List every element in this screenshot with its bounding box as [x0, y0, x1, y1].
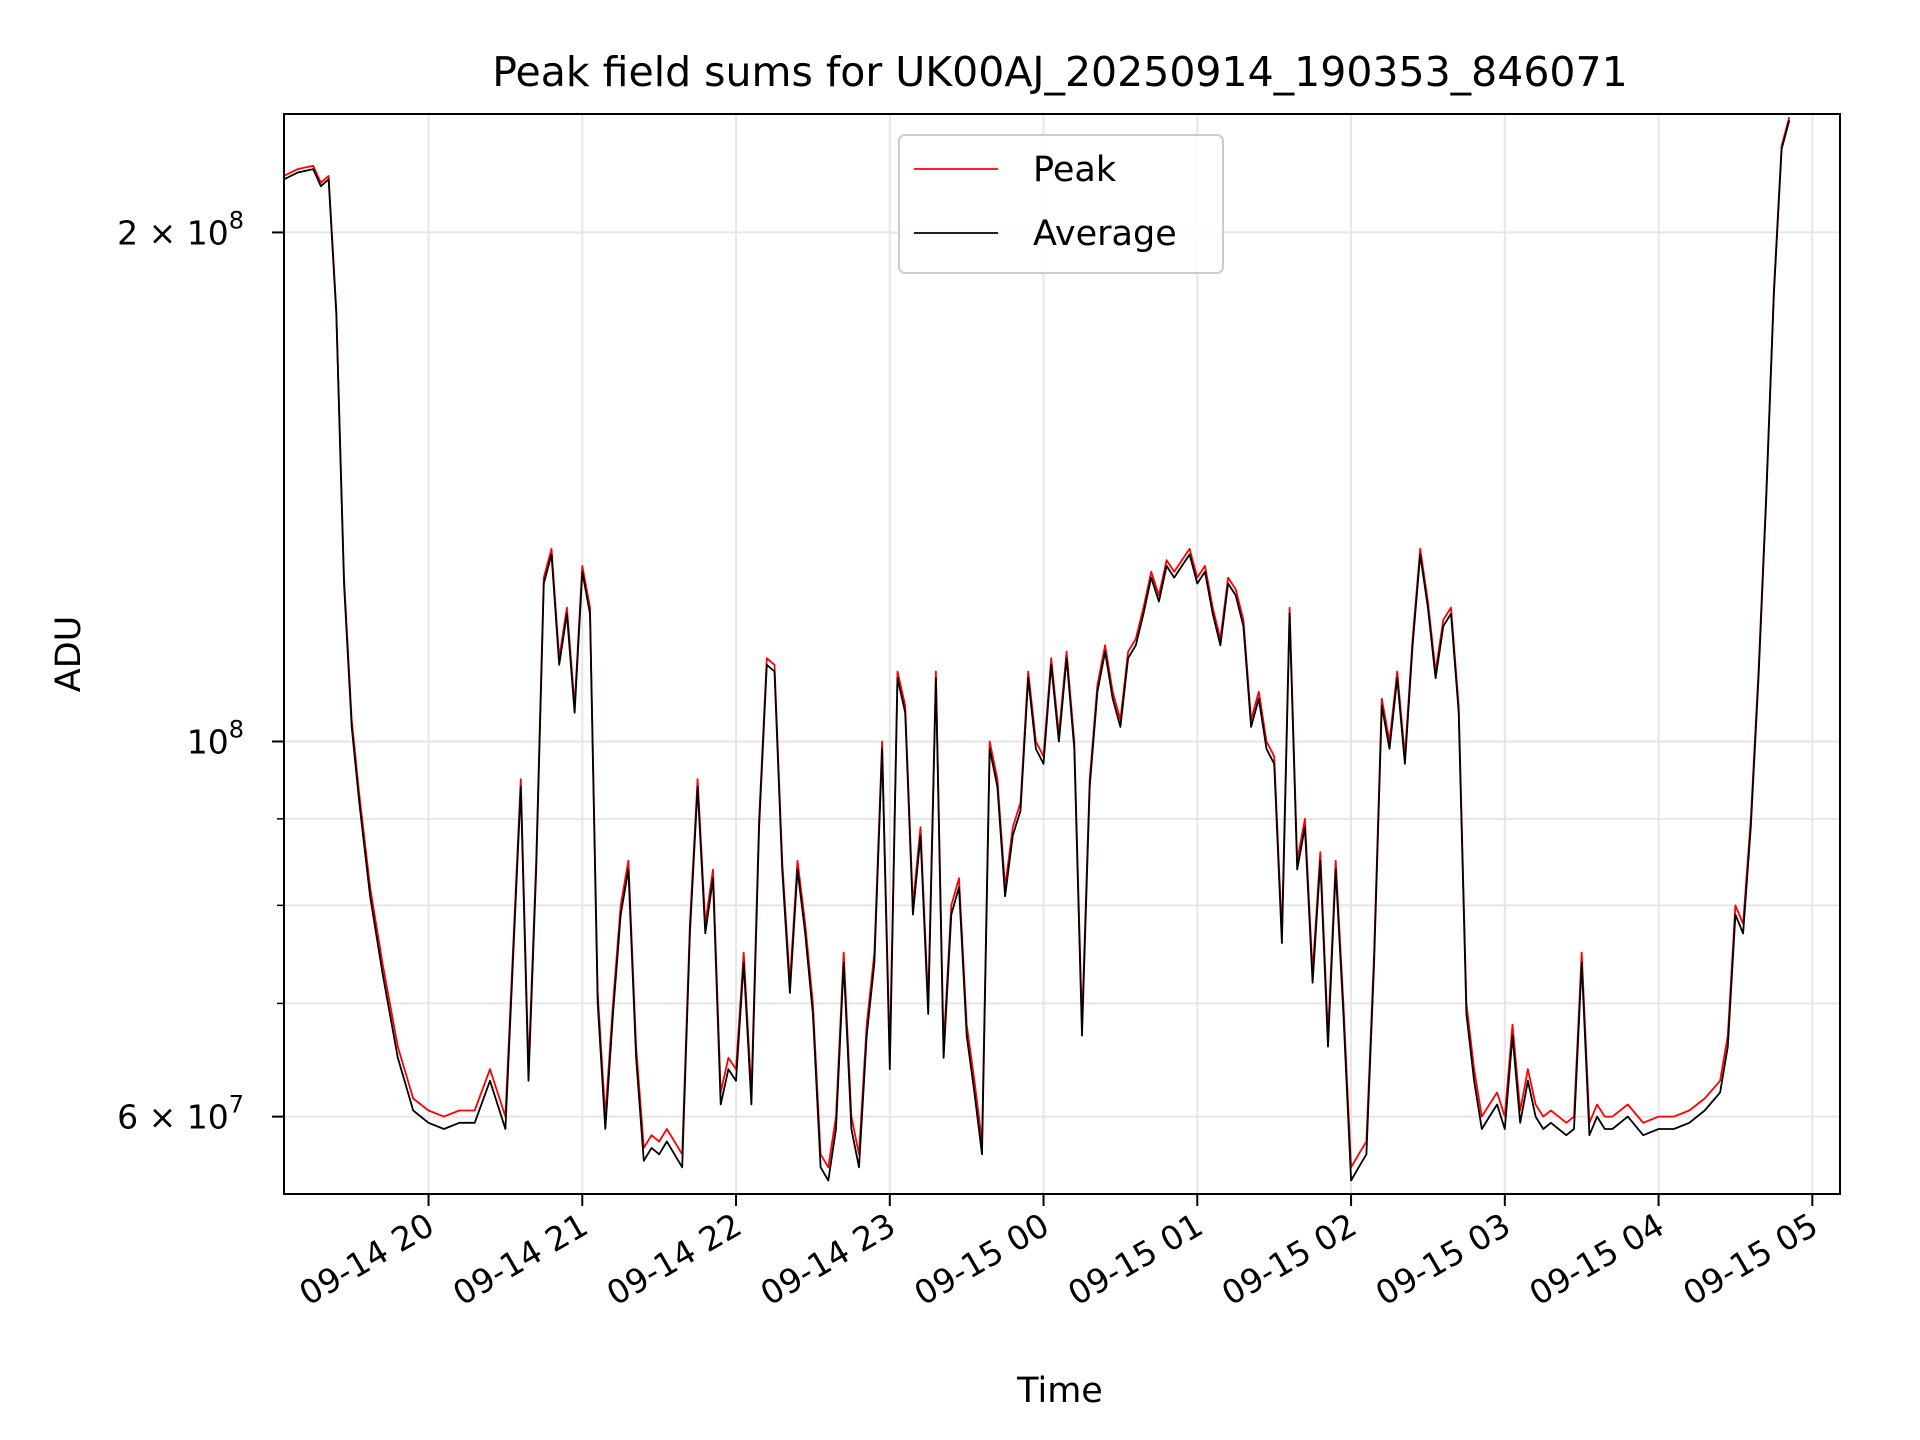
y-tick-base: 6 × 10	[117, 1098, 229, 1137]
y-tick-base: 2 × 10	[117, 213, 229, 252]
chart-title: Peak field sums for UK00AJ_20250914_1903…	[492, 48, 1627, 96]
y-tick-exponent: 7	[229, 1091, 244, 1119]
y-axis-label: ADU	[49, 616, 89, 693]
y-tick-label: 2 × 108	[117, 206, 244, 252]
series-group	[283, 116, 1791, 1182]
y-tick-exponent: 8	[229, 206, 244, 234]
y-tick-label: 108	[187, 715, 244, 761]
y-tick-base: 10	[187, 722, 229, 761]
legend: Peak Average	[898, 134, 1224, 274]
x-axis-label: Time	[1016, 1371, 1103, 1411]
series-line-average	[283, 120, 1791, 1182]
plot-frame	[283, 113, 1841, 1195]
y-tick-exponent: 8	[229, 715, 244, 743]
y-tick-label: 6 × 107	[117, 1091, 244, 1137]
legend-label-peak: Peak	[1033, 150, 1117, 190]
grid	[284, 114, 1840, 1194]
legend-label-average: Average	[1033, 214, 1177, 254]
plot-area	[284, 114, 1840, 1194]
